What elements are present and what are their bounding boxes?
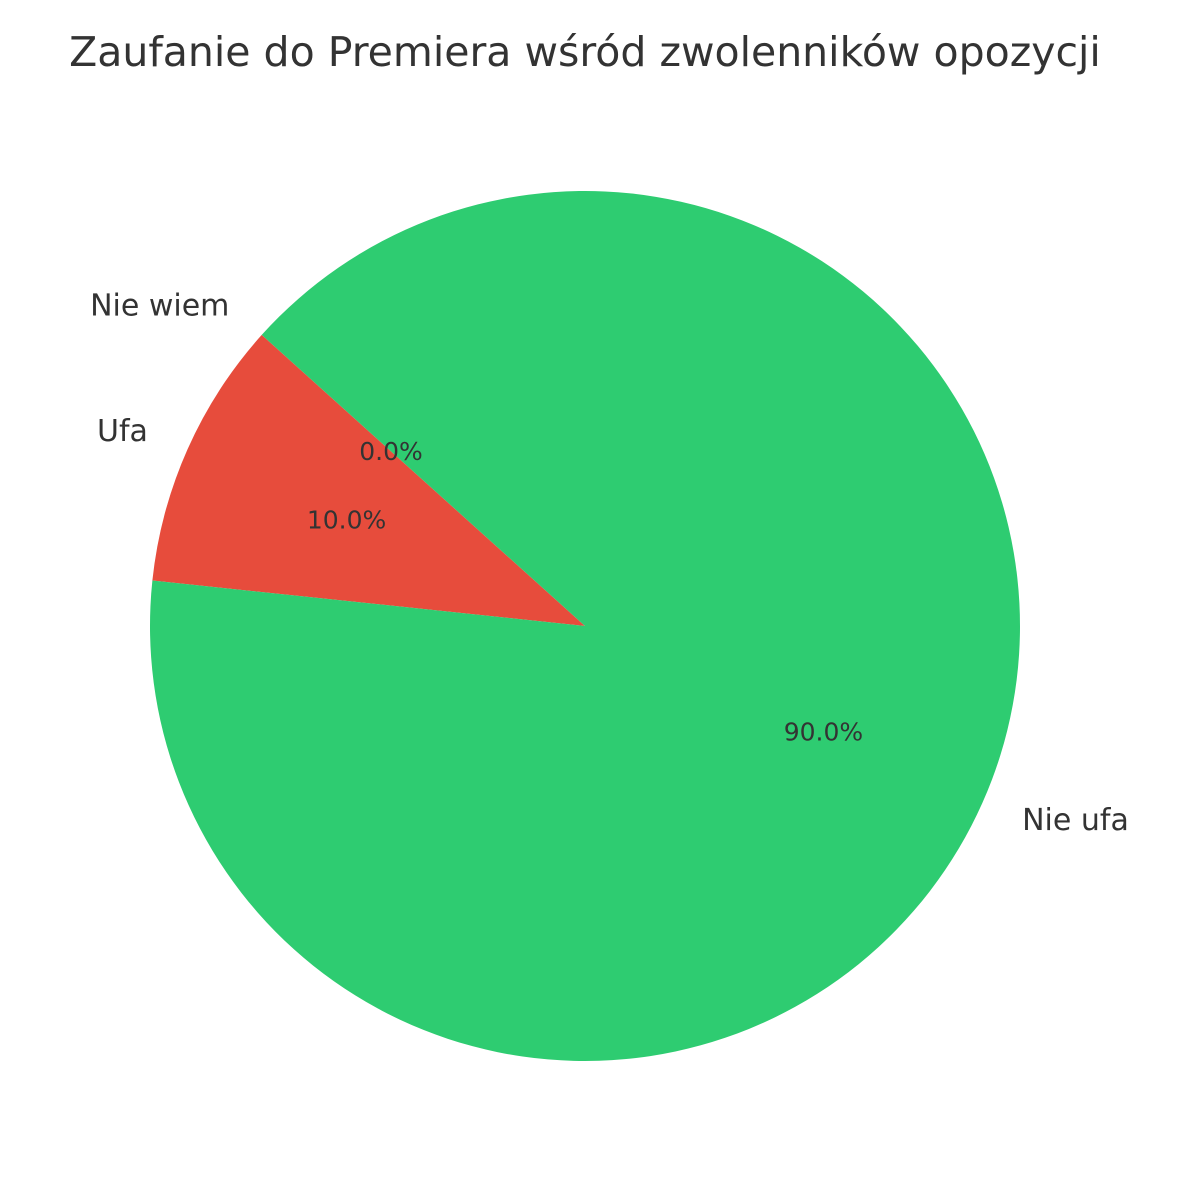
pie-labels: Nie wiem 0.0% Ufa 10.0% Nie ufa 90.0% [90,288,1129,838]
pie-slice-nie-ufa [149,191,1020,1062]
slice-label-nie-ufa: Nie ufa [1022,803,1129,838]
chart-title: Zaufanie do Premiera wśród zwolenników o… [69,28,1101,76]
pie-slices [149,191,1020,1062]
percent-label-nie-wiem: 0.0% [359,437,423,466]
pie-slice-ufa [152,334,585,626]
slice-label-ufa: Ufa [97,414,148,449]
percent-label-nie-ufa: 90.0% [784,718,863,747]
percent-label-ufa: 10.0% [307,505,386,534]
slice-label-nie-wiem: Nie wiem [90,288,229,323]
